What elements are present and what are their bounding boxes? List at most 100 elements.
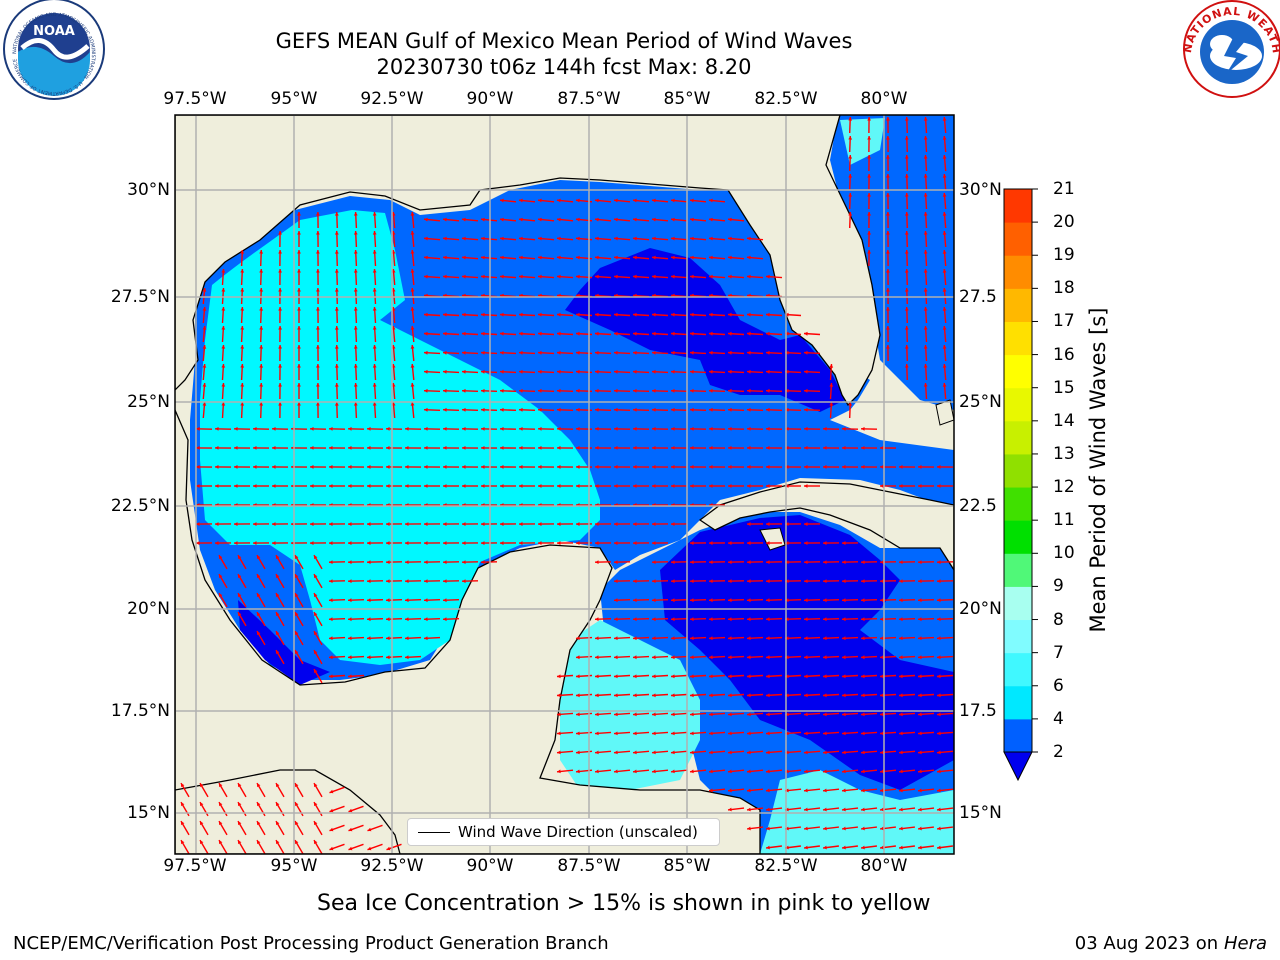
wind-arrow-head (196, 446, 200, 450)
wind-arrow-head (709, 655, 713, 660)
wind-arrow-head (219, 802, 223, 807)
wind-arrow-head (766, 465, 770, 469)
wind-arrow-head (316, 288, 320, 292)
wind-arrow-head (329, 427, 333, 431)
wind-arrow-head (557, 693, 561, 698)
wind-arrow-head (595, 560, 599, 564)
wind-arrow-head (923, 250, 928, 254)
wind-arrow-head (595, 541, 599, 545)
wind-arrow-head (633, 522, 637, 526)
wind-arrow-head (557, 369, 561, 374)
wind-arrow-head (709, 446, 713, 450)
wind-arrow-head (367, 827, 372, 832)
wind-arrow-head (652, 769, 656, 774)
wind-arrow-head (367, 655, 371, 660)
wind-arrow-head (614, 522, 618, 526)
wind-arrow-head (424, 274, 428, 279)
wind-arrow-head (690, 636, 694, 641)
wind-arrow-head (709, 369, 713, 374)
wind-arrow-head (348, 617, 352, 622)
wind-arrow-head (728, 750, 732, 755)
wind-arrow-head (576, 217, 580, 222)
wind-arrow-head (614, 712, 618, 717)
wind-arrow-head (880, 579, 884, 583)
wind-arrow-head (728, 579, 732, 583)
wind-arrow-head (257, 802, 261, 807)
wind-arrow-head (462, 446, 466, 450)
wind-arrow-head (329, 655, 333, 660)
wind-arrow-head (886, 326, 890, 330)
wind-arrow-head (804, 484, 808, 488)
wind-arrow-head (500, 427, 504, 431)
wind-arrow-head (861, 712, 865, 717)
wind-arrow-head (747, 807, 751, 812)
wind-arrow-head (804, 407, 808, 412)
wind-arrow-head (652, 388, 656, 393)
wind-arrow-head (861, 845, 865, 850)
wind-arrow-head (899, 807, 903, 812)
wind-arrow-head (904, 269, 909, 273)
wind-arrow-head (747, 750, 751, 755)
wind-arrow-head (823, 560, 827, 564)
wind-arrow-head (519, 312, 523, 317)
wind-arrow-head (785, 845, 789, 850)
wind-arrow-head (904, 174, 909, 178)
sea-ice-note: Sea Ice Concentration > 15% is shown in … (317, 891, 931, 916)
wind-arrow-head (942, 364, 947, 368)
wind-arrow-head (297, 288, 301, 292)
wind-arrow-head (353, 402, 358, 406)
wind-arrow-head (314, 574, 318, 579)
wind-arrow-head (353, 231, 358, 235)
wind-arrow-head (785, 693, 789, 698)
wind-arrow-head (904, 193, 909, 197)
wind-arrow-head (766, 617, 770, 622)
wind-arrow-head (278, 269, 282, 273)
wind-arrow-head (500, 217, 504, 222)
wind-arrow-head (276, 593, 280, 598)
wind-arrow-head (348, 655, 352, 660)
wind-arrow-head (904, 155, 909, 159)
wind-arrow-head (671, 617, 675, 622)
wind-arrow-head (709, 350, 713, 355)
wind-arrow-head (595, 617, 599, 622)
wind-arrow-head (595, 484, 599, 488)
wind-arrow-head (709, 407, 713, 412)
wind-arrow-head (690, 198, 694, 203)
wind-arrow-head (557, 446, 561, 450)
wind-arrow-head (747, 427, 751, 431)
wind-arrow-head (519, 427, 523, 431)
yucatan-light-cyan (560, 620, 700, 790)
wind-arrow-head (367, 579, 371, 583)
wind-arrow-head (766, 788, 770, 793)
wind-arrow-head (353, 345, 358, 349)
wind-arrow-head (785, 407, 789, 412)
wind-arrow-head (923, 364, 928, 368)
wind-arrow-head (937, 731, 941, 736)
wind-arrow-head (861, 807, 865, 812)
wind-arrow-head (297, 231, 301, 235)
wind-arrow-head (690, 388, 694, 393)
colorbar-segment (1004, 354, 1032, 389)
wind-arrow-head (295, 840, 299, 845)
wind-arrow-head (576, 541, 580, 545)
wind-arrow-head (690, 274, 694, 279)
wind-arrow-head (785, 788, 789, 793)
wind-arrow-head (747, 731, 751, 736)
wind-arrow-head (481, 217, 485, 222)
wind-arrow-head (842, 788, 846, 793)
wind-arrow-head (633, 274, 637, 279)
wind-arrow-head (728, 255, 732, 260)
wind-arrow-head (386, 598, 390, 603)
wind-arrow-head (519, 217, 523, 222)
wind-arrow-head (557, 712, 561, 717)
wind-arrow-head (519, 236, 523, 241)
wind-arrow-head (557, 522, 561, 526)
lat-tick-right: 17.5 (959, 701, 997, 721)
wind-arrow-head (424, 312, 428, 317)
colorbar-segment (1004, 222, 1032, 256)
wind-arrow-head (918, 579, 922, 583)
wind-arrow-head (728, 427, 732, 431)
wind-arrow-head (937, 484, 941, 488)
wind-arrow-head (372, 402, 377, 406)
wind-arrow-head (310, 465, 314, 469)
